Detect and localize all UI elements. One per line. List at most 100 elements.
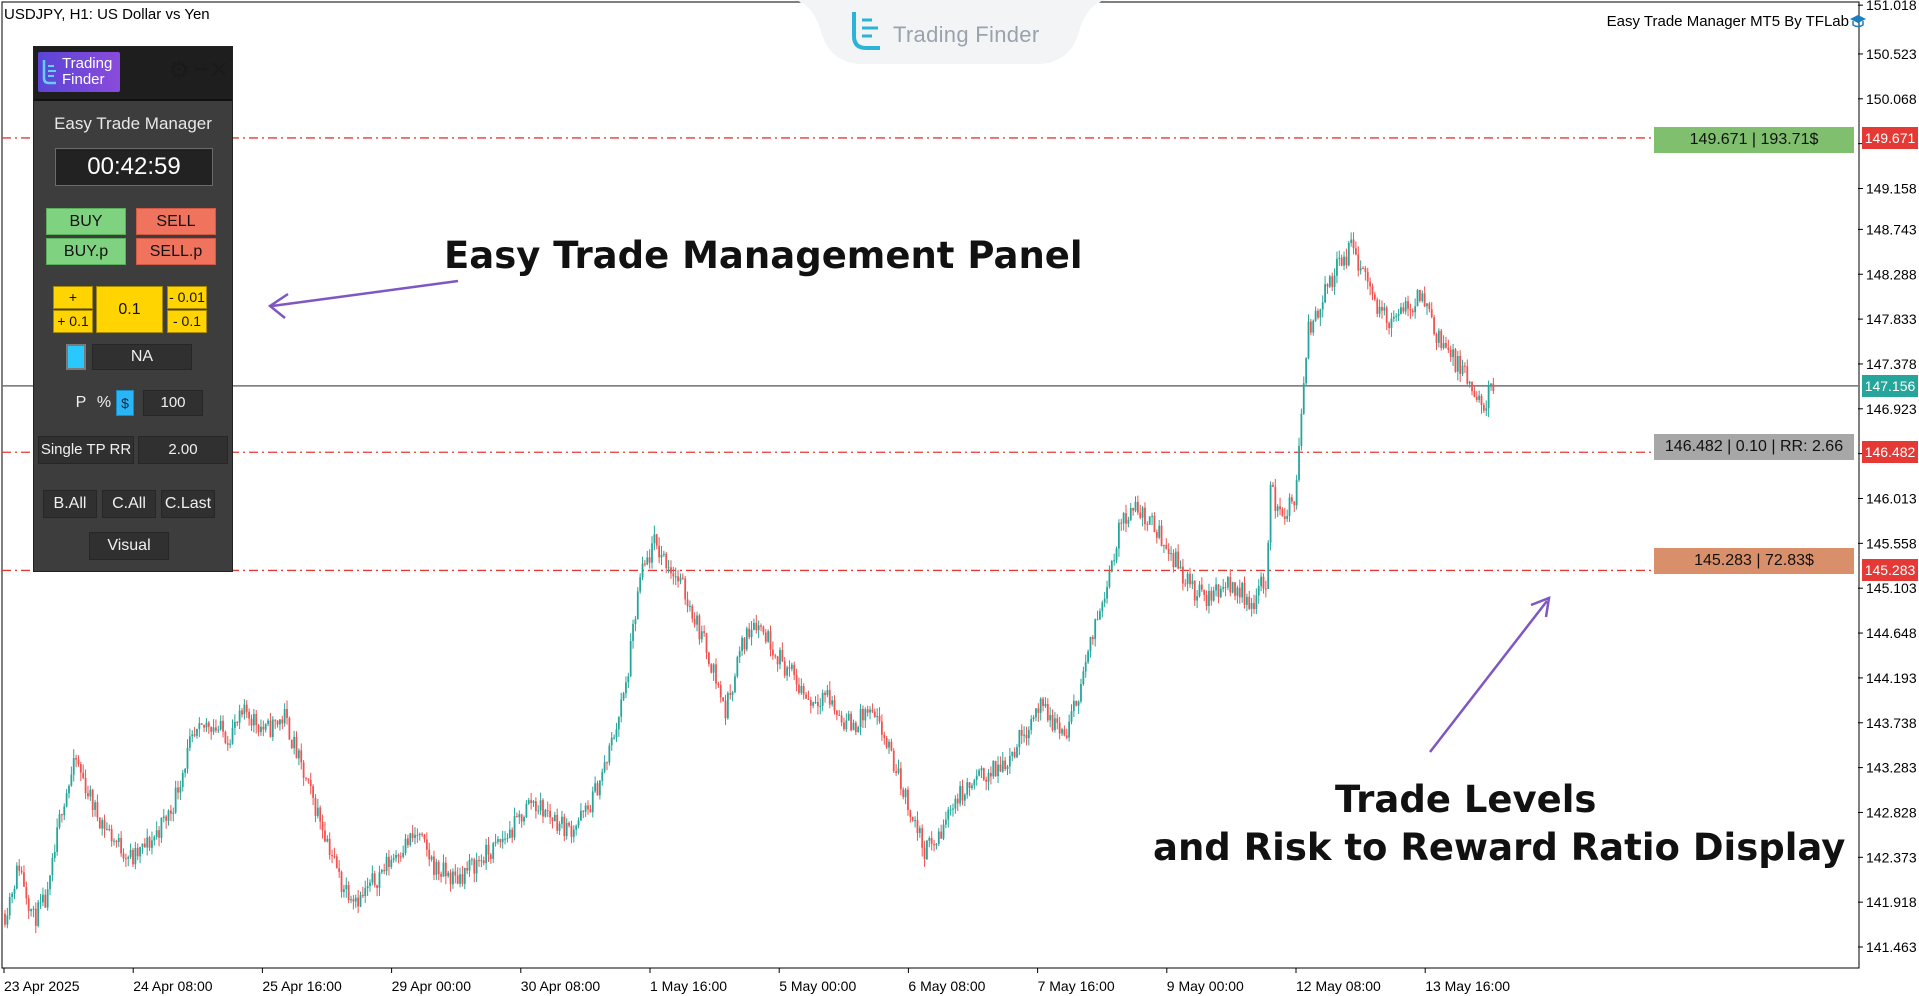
- candle: [613, 734, 615, 740]
- price-tick-label: 143.738: [1866, 715, 1917, 731]
- candle: [781, 642, 784, 662]
- candle: [1096, 610, 1099, 621]
- candle: [170, 804, 172, 822]
- candle: [866, 705, 869, 717]
- mode-percent-button[interactable]: %: [93, 390, 115, 416]
- candle: [1193, 580, 1196, 607]
- candle: [947, 806, 950, 828]
- candle: [944, 811, 947, 829]
- candle: [1274, 478, 1277, 519]
- price-tick-label: 144.648: [1866, 625, 1917, 641]
- candle: [248, 708, 251, 726]
- take-profit-level-box[interactable]: 149.671 | 193.71$: [1654, 127, 1854, 153]
- candle: [1426, 303, 1428, 315]
- easy-trade-manager-panel[interactable]: Trading Finder ⚙ – ✕ Easy Trade Manager …: [33, 46, 233, 572]
- candle: [563, 813, 566, 842]
- candle: [928, 836, 931, 848]
- candle: [738, 646, 741, 664]
- candle: [210, 726, 213, 740]
- candle: [124, 853, 127, 867]
- gear-icon[interactable]: ⚙: [168, 57, 190, 84]
- price-tick-label: 146.923: [1866, 401, 1917, 417]
- candle: [1108, 565, 1111, 589]
- candle: [11, 891, 14, 904]
- candle: [1101, 600, 1104, 618]
- sell-button[interactable]: SELL: [136, 208, 216, 235]
- entry-level-box[interactable]: 146.482 | 0.10 | RR: 2.66: [1654, 434, 1854, 460]
- candle: [1350, 232, 1353, 247]
- candle: [632, 619, 634, 649]
- candle: [129, 843, 132, 860]
- candle: [859, 703, 862, 736]
- time-tick-label: 30 Apr 08:00: [521, 978, 601, 994]
- stop-loss-level-box[interactable]: 145.283 | 72.83$: [1654, 548, 1854, 574]
- candle: [897, 759, 900, 775]
- candle: [847, 710, 850, 721]
- candle: [1376, 297, 1379, 318]
- na-field[interactable]: NA: [92, 344, 192, 370]
- candle: [1324, 276, 1326, 304]
- candle: [852, 719, 855, 731]
- lot-minus-001-button[interactable]: - 0.01: [167, 286, 207, 309]
- close-last-button[interactable]: C.Last: [161, 490, 215, 518]
- lot-size-value[interactable]: 0.1: [96, 286, 163, 333]
- risk-value-input[interactable]: 100: [143, 390, 203, 416]
- candle: [1326, 283, 1329, 294]
- close-icon[interactable]: ✕: [208, 57, 230, 84]
- candle: [700, 625, 703, 643]
- candle: [544, 808, 547, 818]
- candle: [926, 839, 928, 861]
- candle: [459, 867, 461, 888]
- rr-value-input[interactable]: 2.00: [138, 436, 228, 464]
- candle: [1418, 289, 1421, 303]
- color-swatch[interactable]: [66, 344, 86, 370]
- price-tick-label: 149.158: [1866, 180, 1917, 196]
- candle: [8, 892, 11, 920]
- minimize-icon[interactable]: –: [194, 55, 208, 82]
- candle: [923, 840, 926, 867]
- candle: [89, 785, 92, 801]
- candle: [444, 856, 447, 885]
- close-all-button[interactable]: C.All: [102, 490, 156, 518]
- candle: [904, 787, 907, 805]
- close-buy-all-button[interactable]: B.All: [43, 490, 97, 518]
- visual-button[interactable]: Visual: [89, 532, 169, 560]
- candle: [177, 780, 179, 800]
- mode-dollar-button[interactable]: $: [116, 390, 134, 416]
- sell-pending-button[interactable]: SELL.p: [136, 238, 216, 265]
- candle: [731, 690, 734, 702]
- price-tick-label: 145.558: [1866, 535, 1917, 551]
- candle: [542, 798, 544, 824]
- candle: [724, 694, 727, 726]
- candle: [492, 841, 495, 864]
- candle: [250, 714, 253, 732]
- time-tick-label: 29 Apr 00:00: [392, 978, 472, 994]
- candle: [1172, 549, 1175, 573]
- mode-points-button[interactable]: P: [70, 390, 92, 416]
- candle: [918, 825, 921, 838]
- candle: [376, 884, 378, 897]
- candle: [87, 785, 89, 800]
- lot-plus-01-button[interactable]: + 0.1: [53, 310, 93, 333]
- candle: [1115, 546, 1118, 564]
- candle: [414, 827, 416, 845]
- buy-button[interactable]: BUY: [46, 208, 126, 235]
- candle: [463, 867, 466, 890]
- candle: [606, 761, 608, 771]
- candle: [990, 766, 992, 785]
- candle: [212, 719, 215, 735]
- candle: [1411, 308, 1414, 317]
- lot-minus-01-button[interactable]: - 0.1: [167, 310, 207, 333]
- price-tick-label: 142.828: [1866, 804, 1917, 820]
- candle: [1054, 712, 1056, 733]
- candle: [658, 537, 661, 564]
- lot-plus-001-button[interactable]: + 0.01: [53, 286, 93, 326]
- tp-mode-button[interactable]: Single TP RR: [38, 436, 134, 464]
- trading-finder-logo-icon: [852, 12, 880, 50]
- candle: [260, 719, 262, 736]
- buy-pending-button[interactable]: BUY.p: [46, 238, 126, 265]
- candle: [1309, 318, 1312, 336]
- candle: [1113, 553, 1116, 566]
- panel-header[interactable]: Trading Finder ⚙ – ✕: [34, 47, 232, 101]
